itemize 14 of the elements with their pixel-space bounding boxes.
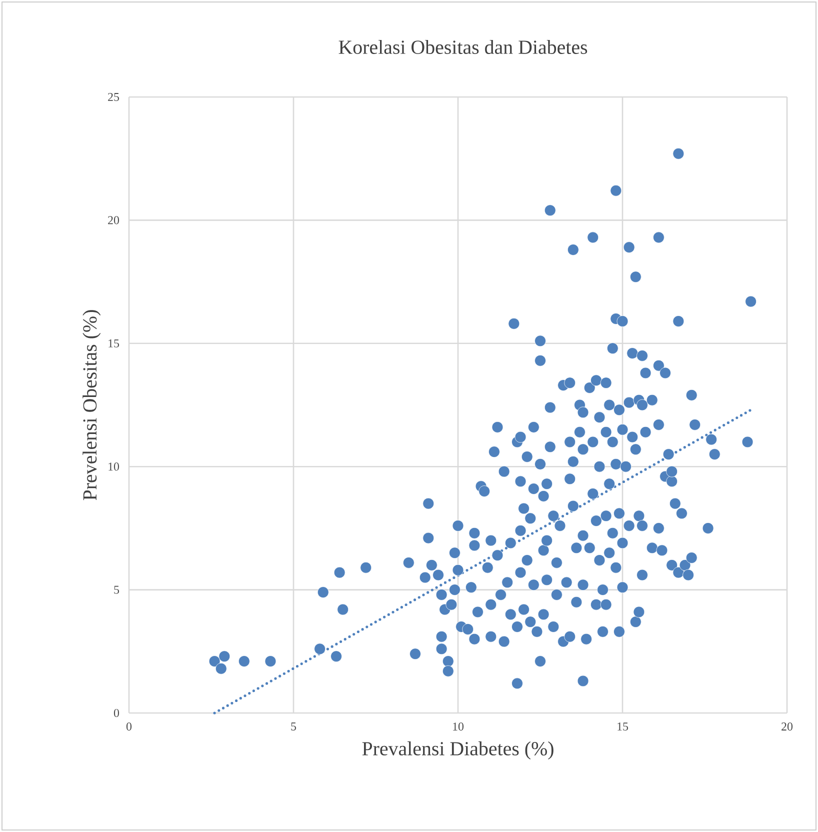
y-tick-label: 10 — [108, 462, 120, 471]
y-axis-title: Prevelensi Obesitas (%) — [82, 310, 101, 500]
y-tick-label: 5 — [114, 586, 120, 594]
chart-title: Korelasi Obesitas dan Diabetes — [338, 40, 588, 54]
x-tick-label: 20 — [782, 722, 793, 731]
x-tick-label: 5 — [291, 722, 296, 730]
x-tick-label: 15 — [618, 722, 628, 731]
y-tick-label: 15 — [108, 339, 120, 348]
y-tick-label: 0 — [114, 708, 120, 718]
y-tick-label: 20 — [108, 216, 120, 224]
x-tick-label: 0 — [126, 722, 132, 731]
x-axis-title: Prevalensi Diabetes (%) — [362, 741, 554, 760]
y-tick-label: 25 — [108, 92, 120, 101]
x-tick-label: 10 — [453, 722, 464, 731]
